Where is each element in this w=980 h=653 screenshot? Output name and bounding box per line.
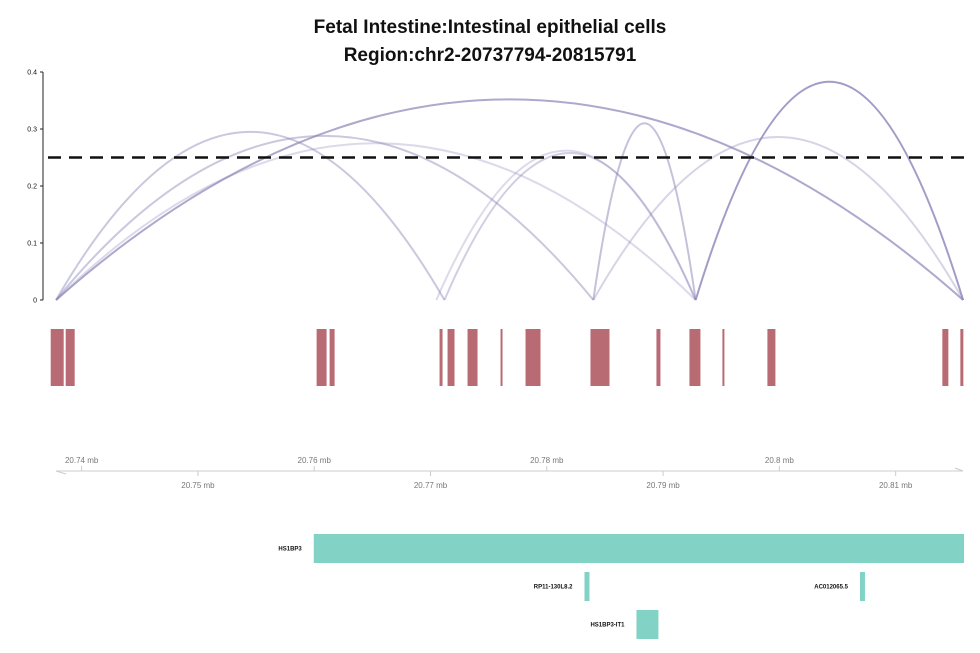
arc-link (55, 98, 964, 301)
arc-link (55, 134, 595, 301)
arc-link (592, 136, 964, 301)
peak-bar (316, 329, 327, 386)
gene-label: AC012065.5 (814, 585, 848, 591)
peak-bar (329, 329, 335, 386)
peak-bar (525, 329, 541, 386)
peak-bar (767, 329, 776, 386)
peak-bar (960, 329, 964, 386)
axis-tick-label-top: 20.8 mb (765, 456, 794, 465)
y-axis: 0 0.1 0.2 0.3 0.4 (27, 70, 44, 305)
peak-bar (467, 329, 478, 386)
peak-bar (65, 329, 75, 386)
peak-bar (722, 329, 725, 386)
axis-tick-label-bottom: 20.81 mb (879, 481, 913, 490)
gene-track: HS1BP3 RP11-130L8.2 AC012065.5 HS1BP3-IT1 (278, 534, 965, 639)
chart-title-line2: Region:chr2-20737794-20815791 (343, 45, 637, 66)
gene-bar (313, 534, 965, 563)
peak-bar (689, 329, 701, 386)
peak-bar (590, 329, 610, 386)
chart-title-line1: Fetal Intestine:Intestinal epithelial ce… (313, 17, 667, 38)
gene-label: HS1BP3-IT1 (590, 623, 625, 629)
peak-bar (50, 329, 64, 386)
peak-bar (500, 329, 503, 386)
axis-tick-label-top: 20.78 mb (530, 456, 564, 465)
axis-arrow-right (954, 467, 964, 472)
peak-bar (439, 329, 443, 386)
gene-bar (584, 572, 590, 601)
peak-bar (447, 329, 455, 386)
arc-link (694, 80, 965, 301)
arc-track (55, 80, 965, 301)
arc-link (55, 142, 697, 301)
y-tick-label: 0.3 (27, 127, 37, 134)
axis-tick-label-top: 20.74 mb (65, 456, 99, 465)
arc-link (55, 130, 446, 301)
genomic-axis: 20.74 mb 20.76 mb 20.78 mb 20.8 mb 20.75 mb 2… (55, 456, 964, 490)
axis-arrow-left (55, 470, 67, 475)
gene-label: RP11-130L8.2 (534, 585, 573, 591)
gene-bar (636, 610, 659, 639)
arc-link (592, 122, 697, 301)
y-tick-label: 0 (33, 298, 37, 305)
axis-tick-label-bottom: 20.79 mb (646, 481, 680, 490)
axis-tick-label-bottom: 20.75 mb (181, 481, 215, 490)
axis-tick-label-bottom: 20.77 mb (414, 481, 448, 490)
peak-track (50, 329, 964, 386)
y-tick-label: 0.1 (27, 241, 37, 248)
axis-tick-label-top: 20.76 mb (298, 456, 332, 465)
gene-label: HS1BP3 (278, 547, 302, 553)
peak-bar (656, 329, 661, 386)
arc-link (435, 149, 697, 301)
y-tick-label: 0.4 (27, 70, 37, 77)
arc-link (443, 152, 697, 301)
y-tick-label: 0.2 (27, 184, 37, 191)
gene-bar (859, 572, 865, 601)
peak-bar (942, 329, 949, 386)
